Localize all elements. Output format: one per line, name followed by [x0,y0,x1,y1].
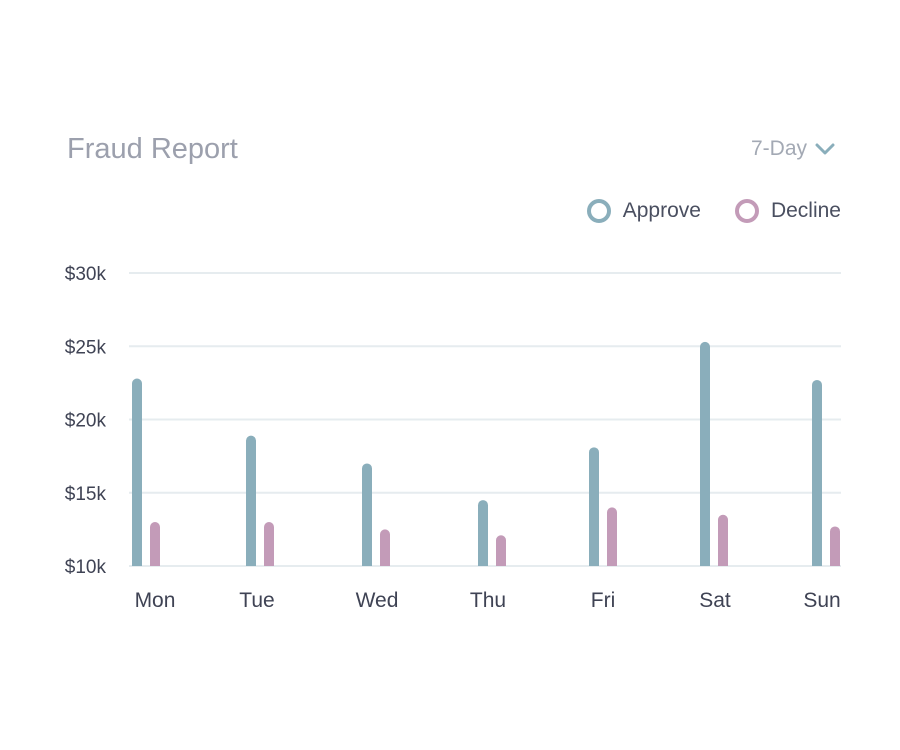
legend-label-decline: Decline [770,199,841,222]
y-tick-label: $20k [65,411,107,432]
bar-approve-fri [589,447,599,566]
legend: Approve Decline [586,199,841,223]
range-dropdown[interactable]: 7-Day [751,137,835,161]
bar-approve-wed [362,463,372,566]
x-tick-label: Mon [135,589,176,612]
chevron-down-icon [815,143,835,155]
x-tick-label: Wed [356,589,399,612]
x-tick-label: Sun [803,589,840,612]
chart-title: Fraud Report [67,133,238,165]
bar-approve-sun [812,379,822,566]
bar-decline-sun [830,526,840,566]
range-label: 7-Day [751,137,808,160]
bar-approve-thu [478,500,488,566]
bar-decline-thu [496,535,506,566]
x-tick-label: Fri [591,589,616,612]
y-tick-label: $10k [65,557,107,578]
x-tick-label: Thu [470,589,506,612]
bar-decline-sat [718,514,728,566]
bar-approve-tue [246,435,256,566]
approve-legend-marker [586,199,611,223]
decline-legend-marker [734,199,759,223]
bar-decline-wed [380,529,390,566]
bar-approve-mon [132,378,142,566]
y-tick-label: $25k [65,337,107,358]
bar-approve-sat [700,341,710,566]
y-tick-label: $15k [65,484,107,505]
legend-item-decline[interactable]: Decline [734,199,841,223]
bar-decline-fri [607,507,617,566]
bar-decline-tue [264,522,274,566]
y-tick-label: $30k [65,264,107,285]
legend-label-approve: Approve [622,199,701,222]
bar-decline-mon [150,522,160,566]
legend-item-approve[interactable]: Approve [586,199,701,223]
x-tick-label: Sat [699,589,731,612]
x-tick-label: Tue [239,589,274,612]
